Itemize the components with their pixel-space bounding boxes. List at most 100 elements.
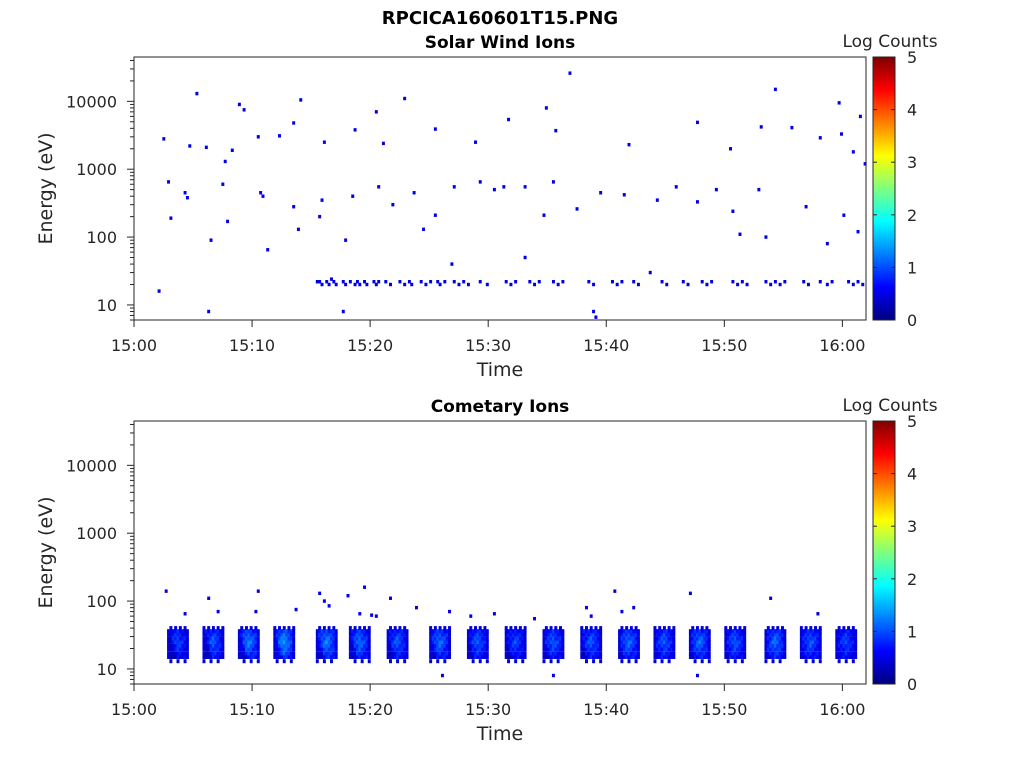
spectrogram-cell [518, 651, 522, 656]
spectrogram-cell [504, 636, 508, 641]
spectrogram-cell [247, 636, 251, 641]
spectrogram-cell [693, 651, 697, 656]
spectrogram-cell [433, 651, 437, 656]
spectrogram-cell [393, 636, 397, 641]
spectrogram-cell [816, 612, 820, 616]
spectrogram-cell [318, 643, 322, 648]
spectrogram-cell [315, 654, 319, 659]
spectrogram-cell [358, 636, 362, 641]
y-tick-label: 10 [97, 296, 117, 315]
spectrogram-cell [247, 643, 251, 648]
spectrogram-cell [634, 654, 638, 659]
spectrogram-cell [481, 651, 485, 656]
spectrogram-cell [391, 629, 395, 634]
spectrogram-cell [518, 632, 522, 637]
spectrogram-cell [445, 647, 449, 652]
spectrogram-cell [438, 654, 442, 659]
spectrogram-cell [318, 651, 322, 656]
spectrogram-cell [729, 654, 733, 659]
spectrogram-cell [485, 659, 489, 664]
spectrogram-cell [353, 282, 357, 287]
spectrogram-cell [211, 647, 215, 652]
spectrogram-cell [209, 647, 213, 652]
spectrogram-cell [398, 654, 402, 659]
spectrogram-cell [636, 643, 640, 648]
spectrogram-cell [174, 629, 178, 634]
spectrogram-cell [216, 654, 220, 659]
spectrogram-cell [599, 629, 603, 634]
spectrogram-cell [523, 626, 527, 631]
spectrogram-cell [252, 632, 256, 637]
spectrogram-cell [448, 636, 452, 641]
spectrogram-cell [780, 626, 784, 631]
spectrogram-cell [738, 626, 742, 631]
spectrogram-cell [632, 654, 636, 659]
x-tick-label: 15:20 [347, 336, 393, 355]
spectrogram-cell [249, 659, 253, 664]
spectrogram-cell [315, 651, 319, 656]
spectrogram-cell [275, 651, 279, 656]
spectrogram-cell [221, 629, 225, 634]
spectrogram-cell [559, 643, 562, 648]
spectrogram-cell [707, 636, 711, 641]
spectrogram-cell [764, 636, 768, 641]
spectrogram-cell [599, 654, 603, 659]
spectrogram-cell [327, 647, 331, 652]
spectrogram-cell [849, 639, 853, 644]
spectrogram-cell [514, 629, 518, 634]
spectrogram-cell [662, 654, 666, 659]
spectrogram-cell [729, 651, 733, 656]
spectrogram-cell [714, 187, 718, 192]
spectrogram-cell [551, 279, 555, 284]
spectrogram-cell [474, 629, 477, 634]
spectrogram-cell [799, 632, 803, 637]
spectrogram-cell [662, 647, 666, 652]
spectrogram-cell [322, 626, 326, 631]
spectrogram-cell [389, 651, 392, 656]
spectrogram-cell [504, 626, 508, 631]
spectrogram-cell [632, 632, 636, 637]
spectrogram-cell [799, 626, 803, 631]
spectrogram-cell [851, 632, 855, 637]
spectrogram-cell [693, 639, 697, 644]
spectrogram-cell [769, 647, 773, 652]
spectrogram-cell [665, 629, 669, 634]
spectrogram-cell [332, 632, 336, 637]
spectrogram-cell [389, 643, 392, 648]
spectrogram-cell [585, 629, 588, 634]
spectrogram-cell [285, 629, 289, 634]
spectrogram-cell [705, 643, 709, 648]
spectrogram-cell [757, 187, 761, 192]
spectrogram-cell [653, 659, 657, 664]
spectrogram-cell [804, 205, 808, 209]
spectrogram-cell [592, 654, 596, 659]
spectrogram-cell [275, 636, 279, 641]
spectrogram-cell [733, 626, 737, 631]
spectrogram-cell [740, 643, 744, 648]
spectrogram-cell [837, 647, 841, 652]
spectrogram-cell [618, 643, 622, 648]
spectrogram-cell [348, 626, 352, 631]
spectrogram-cell [254, 629, 258, 634]
spectrogram-cell [847, 629, 851, 634]
spectrogram-cell [389, 632, 392, 637]
spectrogram-cell [653, 651, 657, 656]
spectrogram-cell [360, 639, 364, 644]
spectrogram-cell [322, 629, 326, 634]
spectrogram-cell [436, 647, 440, 652]
spectrogram-cell [840, 643, 843, 648]
spectrogram-cell [592, 309, 596, 314]
spectrogram-cell [504, 639, 508, 644]
spectrogram-cell [292, 643, 296, 648]
spectrogram-cell [655, 636, 659, 641]
spectrogram-cell [393, 654, 397, 659]
spectrogram-cell [589, 629, 593, 634]
spectrogram-cell [256, 647, 260, 652]
spectrogram-cell [705, 282, 709, 287]
spectrogram-cell [440, 643, 444, 648]
spectrogram-cell [769, 639, 773, 644]
spectrogram-cell [185, 639, 189, 644]
spectrogram-cell [351, 651, 355, 656]
spectrogram-cell [325, 629, 329, 634]
spectrogram-cell [840, 629, 843, 634]
